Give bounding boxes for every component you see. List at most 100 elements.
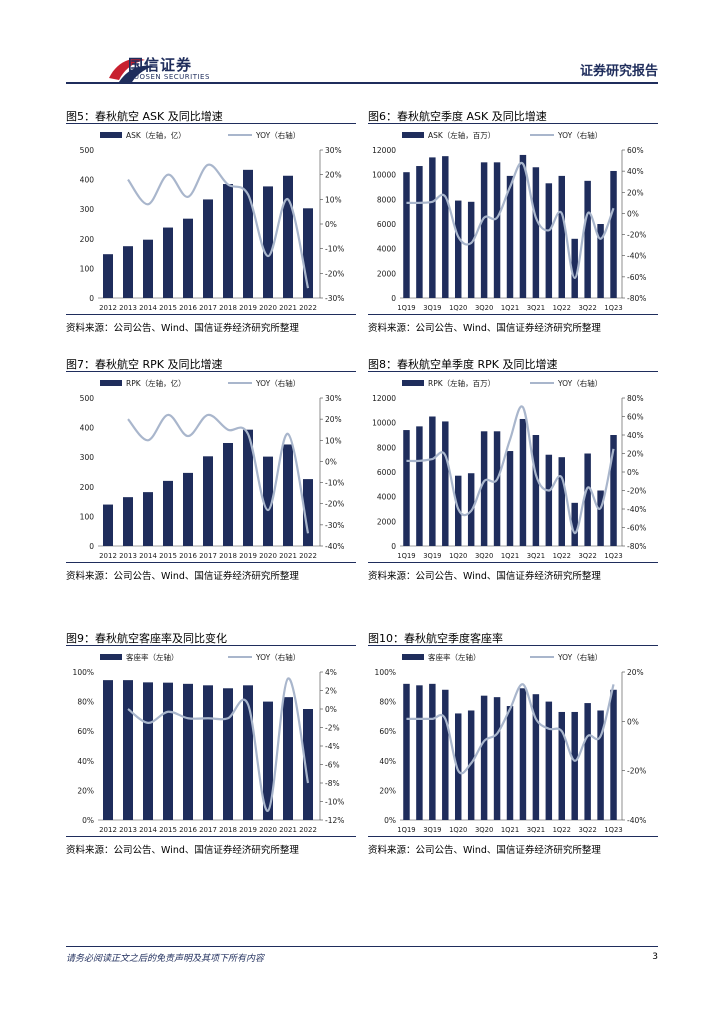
bar: [143, 682, 153, 820]
x-tick-label: 2020: [259, 826, 277, 834]
x-tick-label: 3Q20: [475, 826, 493, 834]
bar: [303, 709, 313, 820]
y2-tick-label: 20%: [627, 450, 644, 459]
y-tick-label: 100%: [73, 668, 94, 677]
y2-tick-label: 10%: [325, 195, 342, 204]
yoy-line-series: [127, 163, 310, 289]
bar: [480, 695, 488, 820]
x-tick-label: 2016: [179, 304, 197, 312]
y2-tick-label: 2%: [325, 687, 337, 696]
y2-tick-label: 20%: [325, 171, 342, 180]
y2-tick-label: -6%: [325, 761, 340, 770]
x-tick-label: 2012: [99, 552, 117, 560]
x-tick-label: 1Q23: [604, 552, 622, 560]
y2-tick-label: 0%: [627, 717, 639, 726]
y-tick-label: 400: [80, 424, 95, 433]
y-tick-label: 500: [80, 146, 95, 155]
bar: [442, 156, 449, 298]
y-tick-label: 80%: [379, 698, 396, 707]
figure-top-rule: [66, 123, 356, 124]
y-tick-label: 10000: [372, 171, 396, 180]
yoy-line-series: [406, 405, 615, 535]
bar: [532, 167, 540, 298]
legend-line-label: YOY（右轴）: [255, 130, 300, 140]
bar: [545, 454, 553, 546]
x-tick-label: 3Q19: [423, 552, 441, 560]
y2-tick-label: 4%: [325, 668, 337, 677]
legend-line-label: YOY（右轴）: [255, 652, 300, 662]
y-tick-label: 0%: [82, 816, 94, 825]
bar: [558, 711, 565, 820]
legend-bar-swatch: [402, 654, 424, 660]
x-tick-label: 2022: [299, 304, 317, 312]
y-tick-label: 100: [80, 264, 95, 273]
legend-line-label: YOY（右轴）: [255, 378, 300, 388]
y2-tick-label: 0%: [627, 468, 639, 477]
bar: [243, 685, 253, 820]
bar: [203, 685, 213, 820]
figure-top-rule: [66, 645, 356, 646]
bar: [597, 224, 604, 298]
x-tick-label: 2018: [219, 304, 237, 312]
y-tick-label: 6000: [377, 220, 396, 229]
bar: [480, 162, 488, 298]
bar: [506, 451, 514, 546]
y2-tick-label: -30%: [325, 294, 344, 303]
figure-title: 图7：春秋航空 RPK 及同比增速: [66, 358, 223, 371]
figure-panel-10: 图10：春秋航空季度客座率 客座率（左轴） YOY（右轴） 0% 20% 40% 60% 8…: [368, 630, 658, 860]
legend-bar-label: RPK（左轴，百万）: [428, 378, 495, 388]
chart-load-factor-annual: 客座率（左轴） YOY（右轴） 0% 20% 40% 60% 80% 100% -12% -10%…: [73, 652, 345, 834]
legend-bar-label: ASK（左轴，亿）: [126, 130, 186, 140]
legend-bar-swatch: [402, 380, 424, 386]
bar: [545, 183, 553, 298]
figure-top-rule: [368, 123, 658, 124]
yoy-line-series: [127, 413, 310, 534]
bar: [519, 688, 527, 820]
figure-title: 图5：春秋航空 ASK 及同比增速: [66, 110, 223, 123]
bar: [416, 426, 423, 546]
yoy-line-series: [127, 677, 310, 812]
y-tick-label: 40%: [379, 757, 396, 766]
report-type: 证券研究报告: [579, 64, 658, 79]
x-tick-label: 2021: [279, 826, 297, 834]
bar: [143, 239, 153, 298]
bar: [506, 175, 514, 298]
bar: [519, 154, 527, 298]
figure-title: 图9：春秋航空客座率及同比变化: [66, 632, 227, 645]
x-tick-label: 1Q22: [553, 826, 571, 834]
y-tick-label: 12000: [372, 146, 396, 155]
bar: [123, 246, 133, 298]
y-tick-label: 8000: [377, 443, 396, 452]
chart-rpk-annual: RPK（左轴，亿） YOY（右轴） 0 100 200 300 400 500 -40% -30%…: [80, 378, 345, 560]
bar: [183, 218, 193, 298]
bar: [467, 201, 475, 298]
y2-tick-label: 40%: [627, 431, 644, 440]
y2-tick-label: 60%: [627, 413, 644, 422]
chart-rpk-quarterly: RPK（左轴，百万） YOY（右轴） 0 2000 4000 6000 8000 10000 1…: [372, 378, 646, 560]
legend-bar-swatch: [402, 132, 424, 138]
bar: [571, 238, 578, 298]
bar: [519, 418, 527, 546]
bar: [558, 175, 565, 298]
y2-tick-label: -20%: [627, 231, 646, 240]
y2-tick-label: 20%: [627, 188, 644, 197]
y2-tick-label: 0%: [325, 457, 337, 466]
figure-bottom-rule: [368, 314, 658, 315]
bar: [163, 682, 173, 820]
y-tick-label: 100: [80, 512, 95, 521]
y-tick-label: 100%: [375, 668, 396, 677]
bar: [480, 431, 488, 546]
y2-tick-label: -80%: [627, 542, 646, 551]
y-tick-label: 8000: [377, 195, 396, 204]
y2-tick-label: 60%: [627, 146, 644, 155]
y2-tick-label: -80%: [627, 294, 646, 303]
y2-tick-label: -10%: [325, 798, 344, 807]
x-tick-label: 3Q21: [527, 826, 545, 834]
bar: [455, 200, 462, 298]
bar: [163, 480, 173, 546]
yoy-line-series: [406, 683, 615, 775]
bar: [243, 429, 253, 546]
y-tick-label: 0: [89, 542, 94, 551]
x-tick-label: 2016: [179, 826, 197, 834]
bar: [283, 444, 293, 546]
